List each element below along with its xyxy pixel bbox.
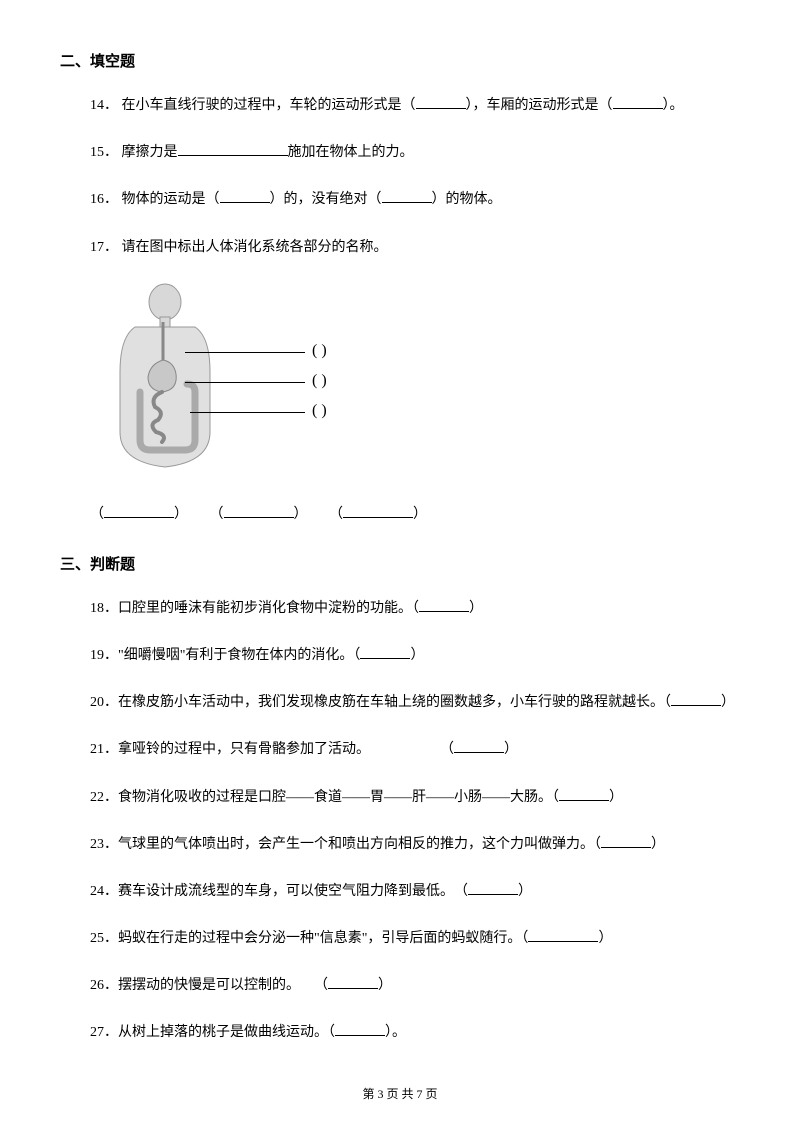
q19-blank[interactable]: [360, 643, 410, 659]
q15-num: 15．: [90, 145, 118, 160]
q23-end: ）: [651, 837, 665, 852]
q21-blank[interactable]: [454, 737, 504, 753]
q26-text: 摆摆动的快慢是可以控制的。 （: [118, 978, 328, 993]
q16-p1: 物体的运动是（: [122, 192, 220, 207]
question-21: 21．拿哑铃的过程中，只有骨骼参加了活动。 （ ）: [90, 737, 740, 762]
bb2-l: （: [210, 507, 224, 522]
q23-num: 23．: [90, 837, 118, 852]
diagram-line-3: [190, 412, 305, 413]
diagram-label-1[interactable]: ( ): [312, 342, 327, 360]
question-22: 22．食物消化吸收的过程是口腔——食道——胃——肝——小肠——大肠。（ ）: [90, 785, 740, 810]
question-26: 26．摆摆动的快慢是可以控制的。 （ ）: [90, 973, 740, 998]
page-footer: 第 3 页 共 7 页: [0, 1085, 800, 1102]
question-16: 16． 物体的运动是（ ）的，没有绝对（ ）的物体。: [90, 187, 740, 212]
q20-end: ）: [721, 695, 735, 710]
q24-text: 赛车设计成流线型的车身，可以使空气阻力降到最低。 （: [118, 884, 468, 899]
q18-num: 18．: [90, 601, 118, 616]
q20-text: 在橡皮筋小车活动中，我们发现橡皮筋在车轴上绕的圈数越多，小车行驶的路程就越长。（: [118, 695, 671, 710]
q16-p3: ）的物体。: [432, 192, 502, 207]
question-20: 20．在橡皮筋小车活动中，我们发现橡皮筋在车轴上绕的圈数越多，小车行驶的路程就越…: [90, 690, 740, 715]
q14-num: 14．: [90, 98, 118, 113]
question-17: 17． 请在图中标出人体消化系统各部分的名称。: [90, 235, 740, 260]
q24-end: ）: [518, 884, 532, 899]
q23-text: 气球里的气体喷出时，会产生一个和喷出方向相反的推力，这个力叫做弹力。（: [118, 837, 601, 852]
bb1-l: （: [90, 507, 104, 522]
q20-blank[interactable]: [671, 690, 721, 706]
q27-text: 从树上掉落的桃子是做曲线运动。（: [118, 1025, 335, 1040]
question-25: 25．蚂蚁在行走的过程中会分泌一种"信息素"，引导后面的蚂蚁随行。（ ）: [90, 926, 740, 951]
diagram-line-2: [185, 382, 305, 383]
q18-blank[interactable]: [419, 596, 469, 612]
q26-end: ）: [378, 978, 392, 993]
q14-blank2[interactable]: [613, 93, 663, 109]
question-24: 24．赛车设计成流线型的车身，可以使空气阻力降到最低。 （ ）: [90, 879, 740, 904]
human-body-icon: [90, 282, 240, 472]
q14-blank1[interactable]: [416, 93, 466, 109]
section-3-title: 三、判断题: [60, 553, 740, 574]
q24-num: 24．: [90, 884, 118, 899]
q25-end: ）: [598, 931, 612, 946]
q14-p3: ）。: [663, 98, 684, 113]
q16-p2: ）的，没有绝对（: [270, 192, 382, 207]
q19-text: "细嚼慢咽"有利于食物在体内的消化。（: [118, 648, 360, 663]
bb3-r: ）: [413, 507, 427, 522]
q21-end: ）: [504, 742, 518, 757]
q27-blank[interactable]: [335, 1020, 385, 1036]
q22-blank[interactable]: [559, 785, 609, 801]
q14-p1: 在小车直线行驶的过程中，车轮的运动形式是（: [122, 98, 416, 113]
q26-num: 26．: [90, 978, 118, 993]
bb3-blank[interactable]: [343, 502, 413, 518]
q15-blank1[interactable]: [178, 140, 288, 156]
digestive-diagram: ( ) ( ) ( ): [90, 282, 740, 482]
q27-end: ）。: [385, 1025, 406, 1040]
q22-end: ）: [609, 790, 623, 805]
diagram-label-2[interactable]: ( ): [312, 372, 327, 390]
q14-p2: ），车厢的运动形式是（: [466, 98, 613, 113]
bb1-blank[interactable]: [104, 502, 174, 518]
q19-num: 19．: [90, 648, 118, 663]
diagram-bottom-blanks: （ ） （ ） （ ）: [90, 502, 740, 523]
section-2-title: 二、填空题: [60, 50, 740, 71]
q23-blank[interactable]: [601, 832, 651, 848]
q18-end: ）: [469, 601, 483, 616]
q16-blank1[interactable]: [220, 187, 270, 203]
question-19: 19．"细嚼慢咽"有利于食物在体内的消化。（ ）: [90, 643, 740, 668]
q16-blank2[interactable]: [382, 187, 432, 203]
q22-text: 食物消化吸收的过程是口腔——食道——胃——肝——小肠——大肠。（: [118, 790, 559, 805]
diagram-line-1: [185, 352, 305, 353]
question-14: 14． 在小车直线行驶的过程中，车轮的运动形式是（ ），车厢的运动形式是（ ）。: [90, 93, 740, 118]
q25-text: 蚂蚁在行走的过程中会分泌一种"信息素"，引导后面的蚂蚁随行。（: [118, 931, 528, 946]
q26-blank[interactable]: [328, 973, 378, 989]
q19-end: ）: [410, 648, 424, 663]
q25-blank[interactable]: [528, 926, 598, 942]
q18-text: 口腔里的唾沫有能初步消化食物中淀粉的功能。（: [118, 601, 419, 616]
question-18: 18．口腔里的唾沫有能初步消化食物中淀粉的功能。（ ）: [90, 596, 740, 621]
question-23: 23．气球里的气体喷出时，会产生一个和喷出方向相反的推力，这个力叫做弹力。（ ）: [90, 832, 740, 857]
bb1-r: ）: [174, 507, 188, 522]
q22-num: 22．: [90, 790, 118, 805]
q21-text: 拿哑铃的过程中，只有骨骼参加了活动。 （: [118, 742, 454, 757]
q24-blank[interactable]: [468, 879, 518, 895]
question-15: 15． 摩擦力是 施加在物体上的力。: [90, 140, 740, 165]
q25-num: 25．: [90, 931, 118, 946]
bb2-r: ）: [294, 507, 308, 522]
q27-num: 27．: [90, 1025, 118, 1040]
q21-num: 21．: [90, 742, 118, 757]
question-27: 27．从树上掉落的桃子是做曲线运动。（ ）。: [90, 1020, 740, 1045]
bb2-blank[interactable]: [224, 502, 294, 518]
diagram-label-3[interactable]: ( ): [312, 402, 327, 420]
q17-num: 17．: [90, 240, 118, 255]
q16-num: 16．: [90, 192, 118, 207]
q15-p2: 施加在物体上的力。: [288, 145, 414, 160]
q20-num: 20．: [90, 695, 118, 710]
q15-p1: 摩擦力是: [122, 145, 178, 160]
q17-p1: 请在图中标出人体消化系统各部分的名称。: [122, 240, 388, 255]
bb3-l: （: [329, 507, 343, 522]
